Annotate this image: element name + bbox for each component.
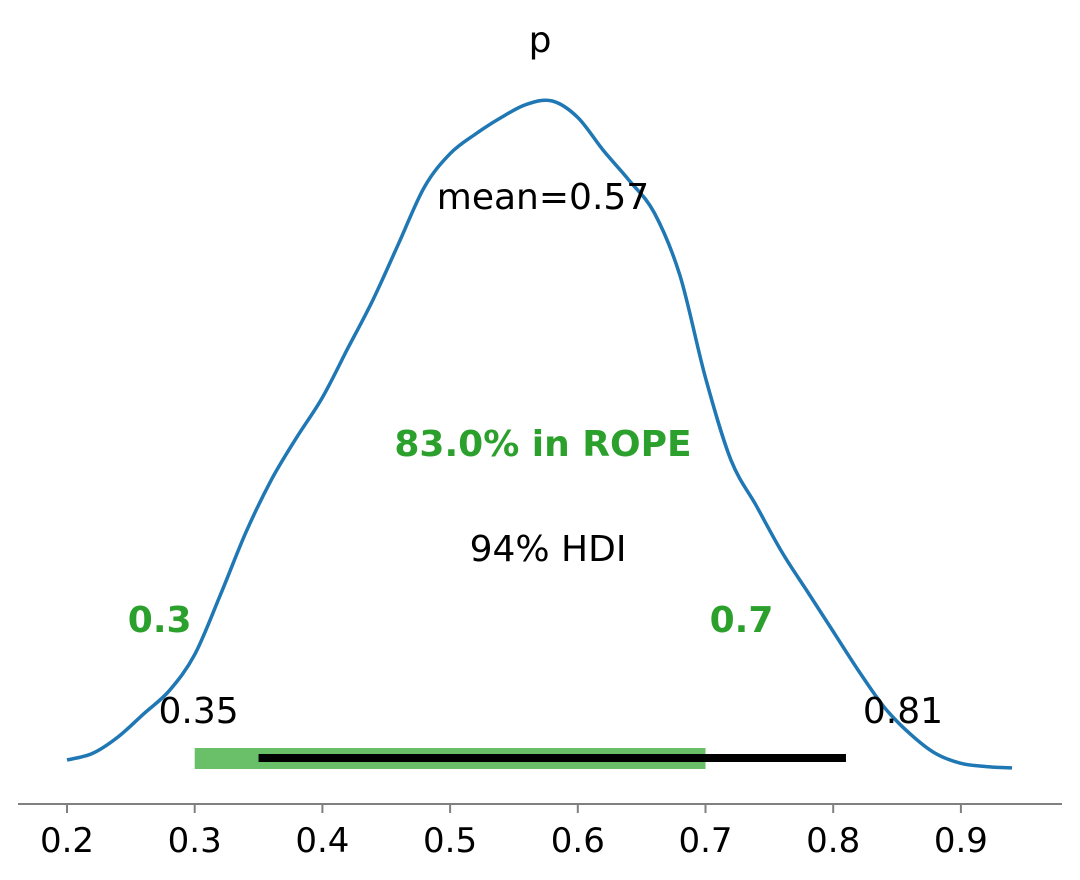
rope-high-label: 0.7 bbox=[710, 600, 774, 641]
x-tick-label: 0.8 bbox=[806, 821, 860, 861]
x-tick-label: 0.6 bbox=[551, 821, 605, 861]
x-axis-ticks: 0.2 0.3 0.4 0.5 0.6 0.7 0.8 0.9 bbox=[40, 804, 988, 861]
density-curve bbox=[66, 98, 1013, 770]
rope-percent-label: 83.0% in ROPE bbox=[394, 424, 691, 465]
hdi-high-label: 0.81 bbox=[863, 691, 943, 732]
x-tick-label: 0.7 bbox=[678, 821, 732, 861]
hdi-label: 94% HDI bbox=[470, 529, 627, 570]
x-tick-label: 0.9 bbox=[934, 821, 988, 861]
rope-low-label: 0.3 bbox=[128, 600, 192, 641]
chart-title: p bbox=[529, 20, 552, 61]
x-tick-label: 0.4 bbox=[295, 821, 349, 861]
mean-label: mean=0.57 bbox=[437, 177, 649, 218]
x-tick-label: 0.3 bbox=[168, 821, 222, 861]
hdi-low-label: 0.35 bbox=[158, 691, 238, 732]
x-tick-label: 0.5 bbox=[423, 821, 477, 861]
x-tick-label: 0.2 bbox=[40, 821, 94, 861]
